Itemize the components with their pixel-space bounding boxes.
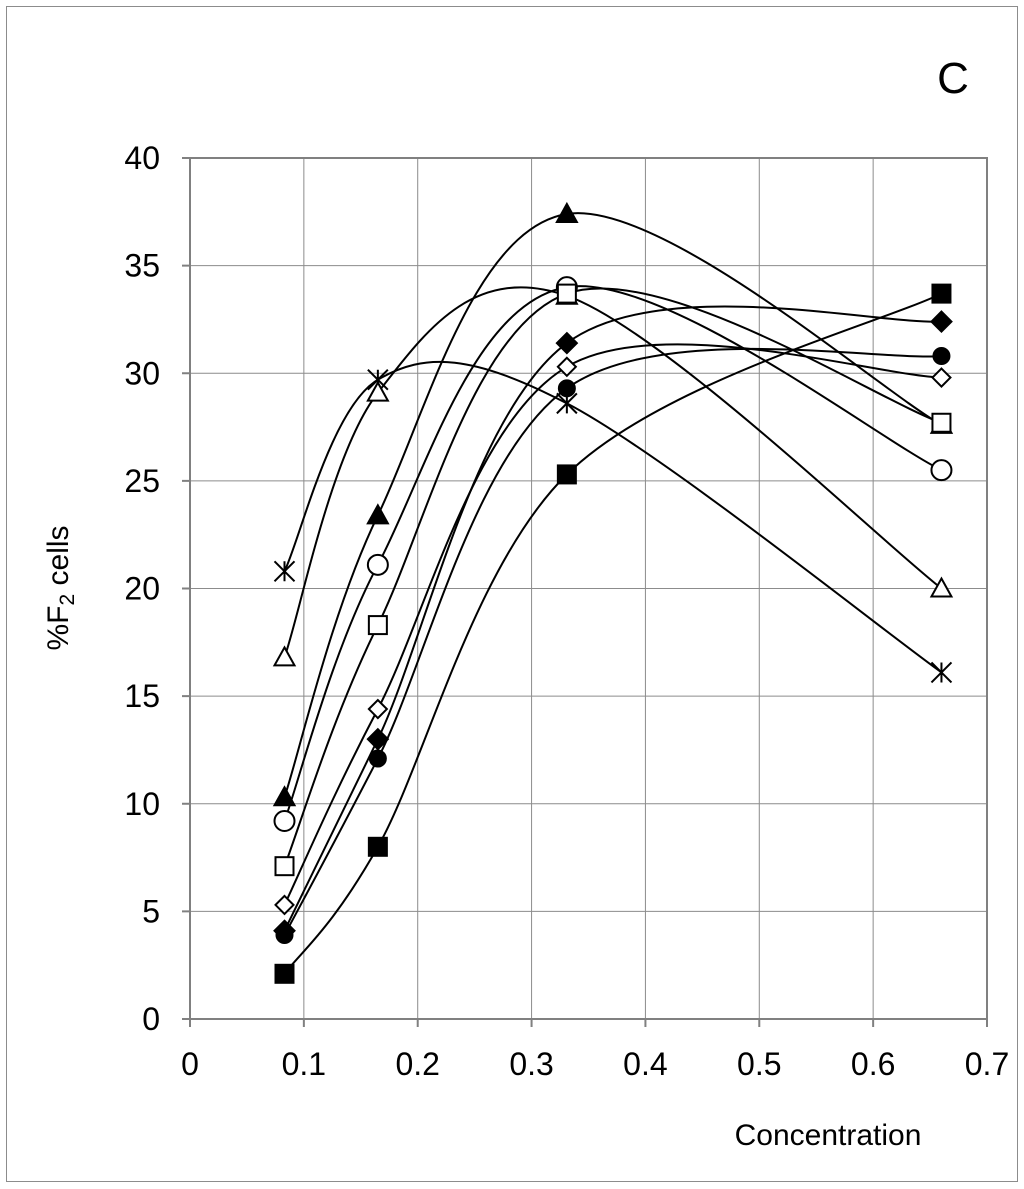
y-tick-label: 10 xyxy=(124,786,160,822)
open-triangle-marker xyxy=(272,645,297,667)
open-triangle-marker xyxy=(929,576,954,598)
filled-square-marker xyxy=(931,283,952,304)
open-diamond-marker xyxy=(556,356,578,378)
series-lines xyxy=(283,212,943,975)
open-diamond-marker xyxy=(367,698,389,720)
x-tick-label: 0.1 xyxy=(282,1046,326,1082)
x-tick-label: 0.3 xyxy=(509,1046,553,1082)
filled-circle-marker xyxy=(932,347,951,366)
open-circle-marker xyxy=(366,553,389,576)
series-markers xyxy=(272,201,954,984)
open-diamond-marker xyxy=(931,367,952,388)
x-tick-label: 0.7 xyxy=(965,1046,1009,1082)
x-axis: 0 0.1 0.2 0.3 0.4 0.5 0.6 0.7 xyxy=(181,1019,1009,1082)
open-diamond-marker xyxy=(274,894,295,916)
panel-label: C xyxy=(937,54,969,103)
series-points-open-triangle xyxy=(272,283,954,667)
open-square-marker xyxy=(274,856,295,877)
filled-diamond-marker xyxy=(366,727,390,751)
series-line-asterisk xyxy=(283,360,943,674)
series-points-asterisk xyxy=(273,368,953,684)
y-tick-label: 25 xyxy=(124,463,160,499)
filled-square-marker xyxy=(556,464,577,485)
open-square-marker xyxy=(367,615,388,636)
series-line-filled-circle xyxy=(283,347,942,936)
y-axis-title-subscript: 2 xyxy=(56,594,79,606)
series-line-open-square xyxy=(283,287,942,867)
filled-circle-marker xyxy=(275,926,294,945)
open-square-marker xyxy=(931,412,952,433)
y-tick-label: 30 xyxy=(124,355,160,391)
series-points-open-square xyxy=(274,283,952,877)
open-square-marker xyxy=(556,283,577,304)
open-circle-marker xyxy=(930,459,953,482)
open-triangle-marker xyxy=(366,380,390,402)
filled-circle-marker xyxy=(557,379,576,398)
y-axis-title: %F2 cells xyxy=(42,525,79,650)
series-line-filled-diamond xyxy=(283,305,942,932)
filled-square-marker xyxy=(367,836,388,857)
filled-triangle-marker xyxy=(366,503,390,525)
y-tick-label: 35 xyxy=(124,248,160,284)
filled-triangle-marker xyxy=(272,785,297,807)
y-tick-label: 40 xyxy=(124,140,160,176)
y-axis-title-suffix: cells xyxy=(42,525,75,593)
x-tick-label: 0.2 xyxy=(395,1046,439,1082)
y-tick-label: 5 xyxy=(142,893,160,929)
y-axis: 0 5 10 15 20 25 30 35 40 xyxy=(124,140,190,1037)
filled-triangle-marker xyxy=(555,201,579,223)
x-tick-label: 0 xyxy=(181,1046,199,1082)
series-line-filled-triangle xyxy=(283,212,942,798)
series-points-filled-square xyxy=(274,283,952,984)
y-axis-title-main: %F xyxy=(42,606,75,651)
filled-diamond-marker xyxy=(555,331,579,355)
series-points-filled-circle xyxy=(275,347,951,945)
asterisk-marker xyxy=(273,560,296,582)
series-points-open-diamond xyxy=(274,356,952,916)
x-axis-title: Concentration xyxy=(735,1119,922,1152)
y-tick-label: 15 xyxy=(124,678,160,714)
asterisk-marker xyxy=(930,661,953,684)
filled-diamond-marker xyxy=(930,310,953,334)
figure-frame xyxy=(6,6,1018,1182)
y-tick-label: 0 xyxy=(142,1001,160,1037)
series-line-open-circle xyxy=(283,285,942,822)
open-circle-marker xyxy=(273,809,296,832)
x-tick-label: 0.5 xyxy=(737,1046,781,1082)
series-line-open-triangle xyxy=(283,286,943,658)
series-line-filled-square xyxy=(283,292,942,975)
filled-square-marker xyxy=(274,963,295,984)
filled-circle-marker xyxy=(368,749,387,768)
x-tick-label: 0.4 xyxy=(623,1046,667,1082)
x-tick-label: 0.6 xyxy=(851,1046,895,1082)
y-tick-label: 20 xyxy=(124,571,160,607)
